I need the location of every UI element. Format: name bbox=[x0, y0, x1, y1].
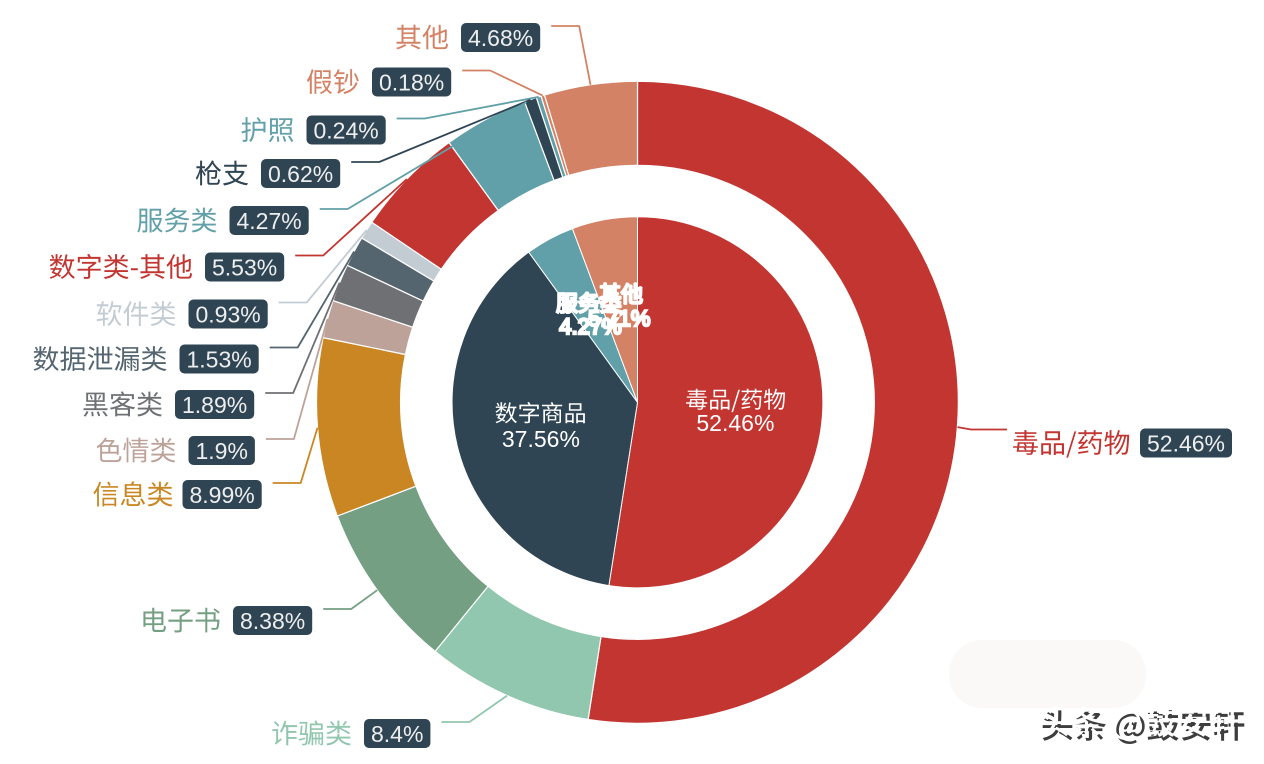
svg-text:37.56%: 37.56% bbox=[502, 426, 580, 452]
svg-text:5.71%: 5.71% bbox=[588, 306, 650, 331]
svg-text:52.46%: 52.46% bbox=[1147, 430, 1225, 456]
svg-text:5.53%: 5.53% bbox=[212, 254, 277, 280]
svg-text:0.93%: 0.93% bbox=[195, 301, 260, 327]
svg-text:4.27%: 4.27% bbox=[559, 314, 621, 339]
svg-text:1.53%: 1.53% bbox=[186, 346, 251, 372]
svg-text:1.89%: 1.89% bbox=[182, 392, 247, 418]
svg-text:8.38%: 8.38% bbox=[240, 608, 305, 634]
svg-text:0.62%: 0.62% bbox=[268, 161, 333, 187]
svg-text:4.27%: 4.27% bbox=[236, 208, 301, 234]
svg-text:8.99%: 8.99% bbox=[189, 482, 254, 508]
svg-text:1.9%: 1.9% bbox=[195, 438, 247, 464]
svg-text:8.4%: 8.4% bbox=[371, 721, 423, 747]
svg-text:52.46%: 52.46% bbox=[696, 410, 774, 436]
svg-text:0.24%: 0.24% bbox=[313, 117, 378, 143]
svg-text:4.68%: 4.68% bbox=[468, 25, 533, 51]
svg-text:0.18%: 0.18% bbox=[379, 69, 444, 95]
